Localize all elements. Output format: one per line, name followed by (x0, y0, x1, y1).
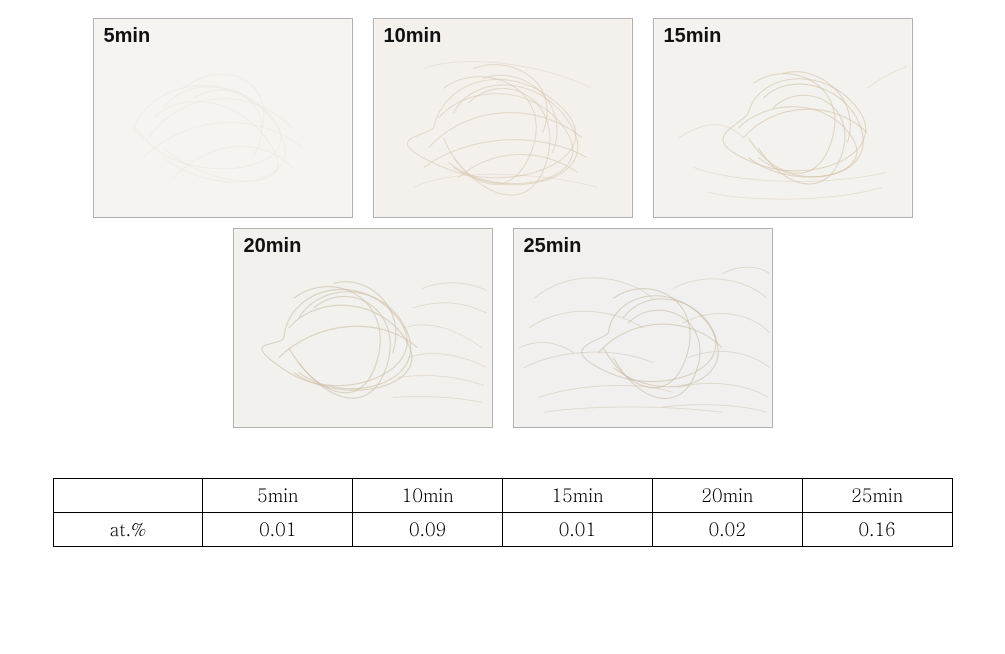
gallery-row-1: 5min 10min (93, 18, 913, 218)
panel-label: 5min (104, 25, 151, 48)
panel-label: 20min (244, 235, 302, 258)
table-header-row: 5min 10min 15min 20min 25min (53, 479, 952, 513)
cell: 0.16 (802, 513, 952, 547)
col-header: 20min (652, 479, 802, 513)
panel-label: 15min (664, 25, 722, 48)
row-label: at.% (53, 513, 203, 547)
table-data-row: at.% 0.01 0.09 0.01 0.02 0.16 (53, 513, 952, 547)
panel-5min: 5min (93, 18, 353, 218)
fiber-illustration-5min (94, 19, 352, 217)
panel-label: 25min (524, 235, 582, 258)
fiber-illustration-10min (374, 19, 632, 217)
cell: 0.09 (353, 513, 503, 547)
panel-20min: 20min (233, 228, 493, 428)
panel-label: 10min (384, 25, 442, 48)
panel-25min: 25min (513, 228, 773, 428)
col-header: 25min (802, 479, 952, 513)
cell: 0.01 (502, 513, 652, 547)
col-header: 15min (502, 479, 652, 513)
panel-10min: 10min (373, 18, 633, 218)
data-table: 5min 10min 15min 20min 25min at.% 0.01 0… (53, 478, 953, 547)
cell: 0.01 (203, 513, 353, 547)
fiber-illustration-20min (234, 229, 492, 427)
col-header: 10min (353, 479, 503, 513)
fiber-illustration-15min (654, 19, 912, 217)
sample-gallery: 5min 10min (40, 18, 965, 428)
fiber-illustration-25min (514, 229, 772, 427)
col-header: 5min (203, 479, 353, 513)
gallery-row-2: 20min (233, 228, 773, 428)
header-blank (53, 479, 203, 513)
cell: 0.02 (652, 513, 802, 547)
panel-15min: 15min (653, 18, 913, 218)
